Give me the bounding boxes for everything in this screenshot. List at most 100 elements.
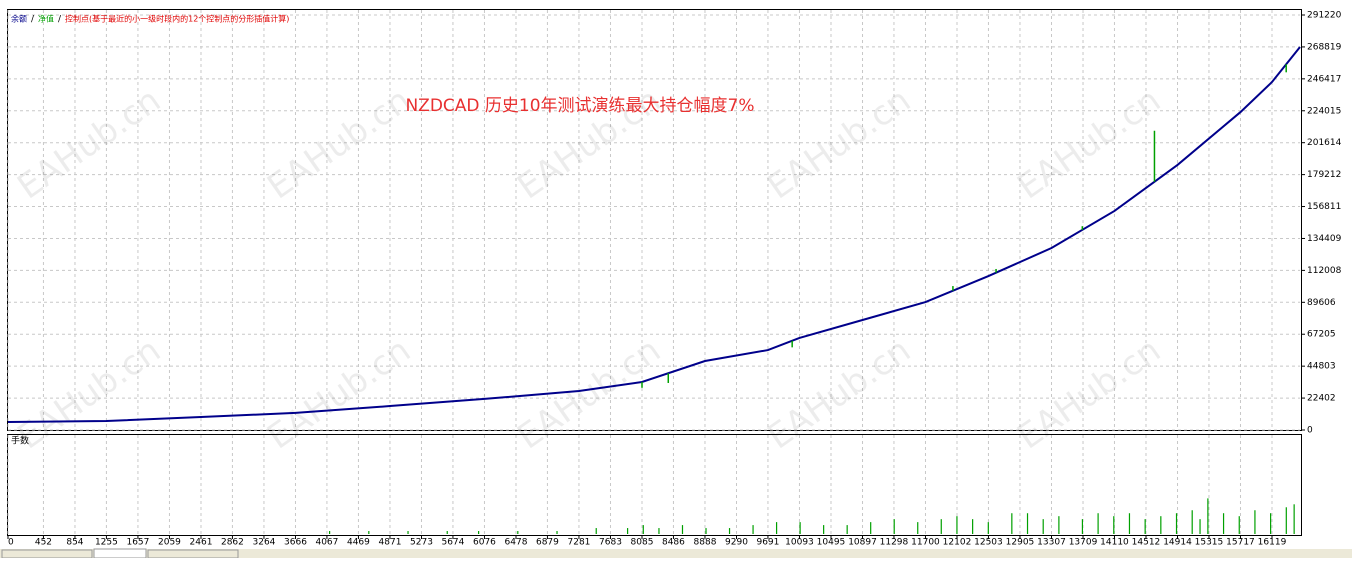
- y-tick-label: 112008: [1307, 266, 1342, 276]
- x-tick-label: 2059: [158, 538, 181, 548]
- lots-bar: [595, 528, 597, 534]
- lots-bar: [728, 528, 731, 534]
- y-tick-label: 134409: [1307, 234, 1342, 244]
- lots-bar: [1097, 513, 1099, 534]
- legend: 余额 / 净值 / 控制点(基于最近的小一级时段内的12个控制点的分形插值计算): [11, 14, 289, 25]
- x-tick-label: 6076: [473, 538, 496, 548]
- lots-bar: [1191, 510, 1193, 534]
- lots-bar: [1128, 513, 1131, 534]
- x-tick-label: 854: [66, 538, 83, 548]
- lots-bar: [940, 519, 942, 534]
- marks: [7, 46, 1301, 534]
- x-tick-label: 10495: [817, 538, 846, 548]
- y-tick-label: 291220: [1307, 11, 1342, 21]
- lots-bar: [329, 531, 331, 534]
- x-tick-label: 5674: [441, 538, 464, 548]
- legend-separator: /: [31, 15, 35, 25]
- x-tick-label: 6478: [505, 538, 528, 548]
- lots-bar: [556, 531, 558, 534]
- tab[interactable]: [1, 549, 93, 559]
- y-tick-label: 201614: [1307, 138, 1342, 148]
- y-tick-label: 268819: [1307, 42, 1342, 52]
- lots-bar: [1222, 513, 1225, 534]
- x-tick-label: 4469: [347, 538, 370, 548]
- lots-bar: [1293, 504, 1295, 534]
- x-tick-label: 16119: [1258, 538, 1287, 548]
- x-tick-label: 8486: [662, 538, 685, 548]
- annotation: NZDCAD 历史10年测试演练最大持仓幅度7%: [405, 96, 754, 116]
- y-tick-label: 44803: [1307, 362, 1336, 372]
- tab[interactable]: [147, 549, 239, 559]
- x-tick-label: 3666: [284, 538, 307, 548]
- lots-bar: [478, 531, 480, 534]
- x-tick-label: 9691: [756, 538, 779, 548]
- lots-bar: [1081, 519, 1084, 534]
- legend-entry: 余额: [11, 14, 27, 24]
- lots-bar: [799, 522, 801, 534]
- x-tick-label: 12102: [943, 538, 972, 548]
- lots-bar: [823, 525, 825, 534]
- lots-bar: [407, 531, 409, 534]
- lots-bar: [775, 522, 778, 534]
- x-tick-label: 8085: [631, 538, 654, 548]
- lots-bar: [705, 528, 707, 534]
- x-tick-label: 15717: [1226, 538, 1255, 548]
- y-tick-label: 224015: [1307, 106, 1341, 116]
- lots-label: 手数: [11, 435, 29, 447]
- lots-bar: [1042, 519, 1044, 534]
- x-tick-label: 10093: [785, 538, 814, 548]
- x-tick-label: 2461: [190, 538, 213, 548]
- x-tick-label: 4871: [379, 538, 402, 548]
- lots-bar: [1285, 507, 1287, 534]
- x-tick-label: 7683: [599, 538, 622, 548]
- lots-bar: [956, 516, 958, 534]
- x-tick-label: 13709: [1069, 538, 1098, 548]
- x-tick-label: 11700: [911, 538, 940, 548]
- x-tick-label: 5273: [410, 538, 433, 548]
- lots-bar: [1254, 510, 1256, 534]
- x-tick-label: 10897: [848, 538, 877, 548]
- lots-bar: [870, 522, 872, 534]
- x-tick-label: 7281: [568, 538, 591, 548]
- lots-panel: [7, 434, 1302, 536]
- x-tick-label: 6879: [536, 538, 559, 548]
- x-tick-label: 4067: [315, 538, 338, 548]
- tab-bar: [0, 549, 1352, 558]
- tab[interactable]: [93, 548, 147, 559]
- lots-bar: [446, 531, 448, 534]
- lots-bar: [1113, 516, 1115, 534]
- x-tick-label: 0: [8, 538, 14, 548]
- balance-line: [7, 46, 1301, 424]
- x-tick-label: 3264: [253, 538, 276, 548]
- x-tick-label: 1657: [126, 538, 149, 548]
- x-tick-label: 12905: [1006, 538, 1035, 548]
- lots-bar: [987, 522, 989, 534]
- y-tick-label: 89606: [1307, 298, 1336, 308]
- lots-bar: [1199, 519, 1201, 534]
- lots-bar: [642, 525, 644, 534]
- y-tick-label: 246417: [1307, 74, 1341, 84]
- lots-bar: [1058, 516, 1060, 534]
- x-tick-label: 14512: [1132, 538, 1161, 548]
- lots-bar: [1160, 516, 1162, 534]
- x-tick-label: 14914: [1163, 538, 1192, 548]
- x-tick-label: 2862: [221, 538, 244, 548]
- lots-bar: [626, 528, 629, 534]
- lots-bar: [517, 531, 519, 534]
- lots-bar: [1175, 513, 1178, 534]
- lots-bar: [1238, 516, 1240, 534]
- y-tick-label: 67205: [1307, 330, 1336, 340]
- lots-bar: [1270, 513, 1272, 534]
- lots-bar: [1144, 519, 1146, 534]
- legend-entry: 控制点(基于最近的小一级时段内的12个控制点的分形插值计算): [65, 14, 289, 24]
- y-tick-label: 179212: [1307, 170, 1341, 180]
- x-tick-label: 14110: [1100, 538, 1129, 548]
- y-tick-label: 22402: [1307, 394, 1336, 404]
- x-tick-label: 8888: [694, 538, 717, 548]
- lots-bar: [972, 519, 974, 534]
- lots-bar: [1011, 513, 1013, 534]
- y-tick-label: 156811: [1307, 202, 1341, 212]
- lots-bar: [752, 525, 754, 534]
